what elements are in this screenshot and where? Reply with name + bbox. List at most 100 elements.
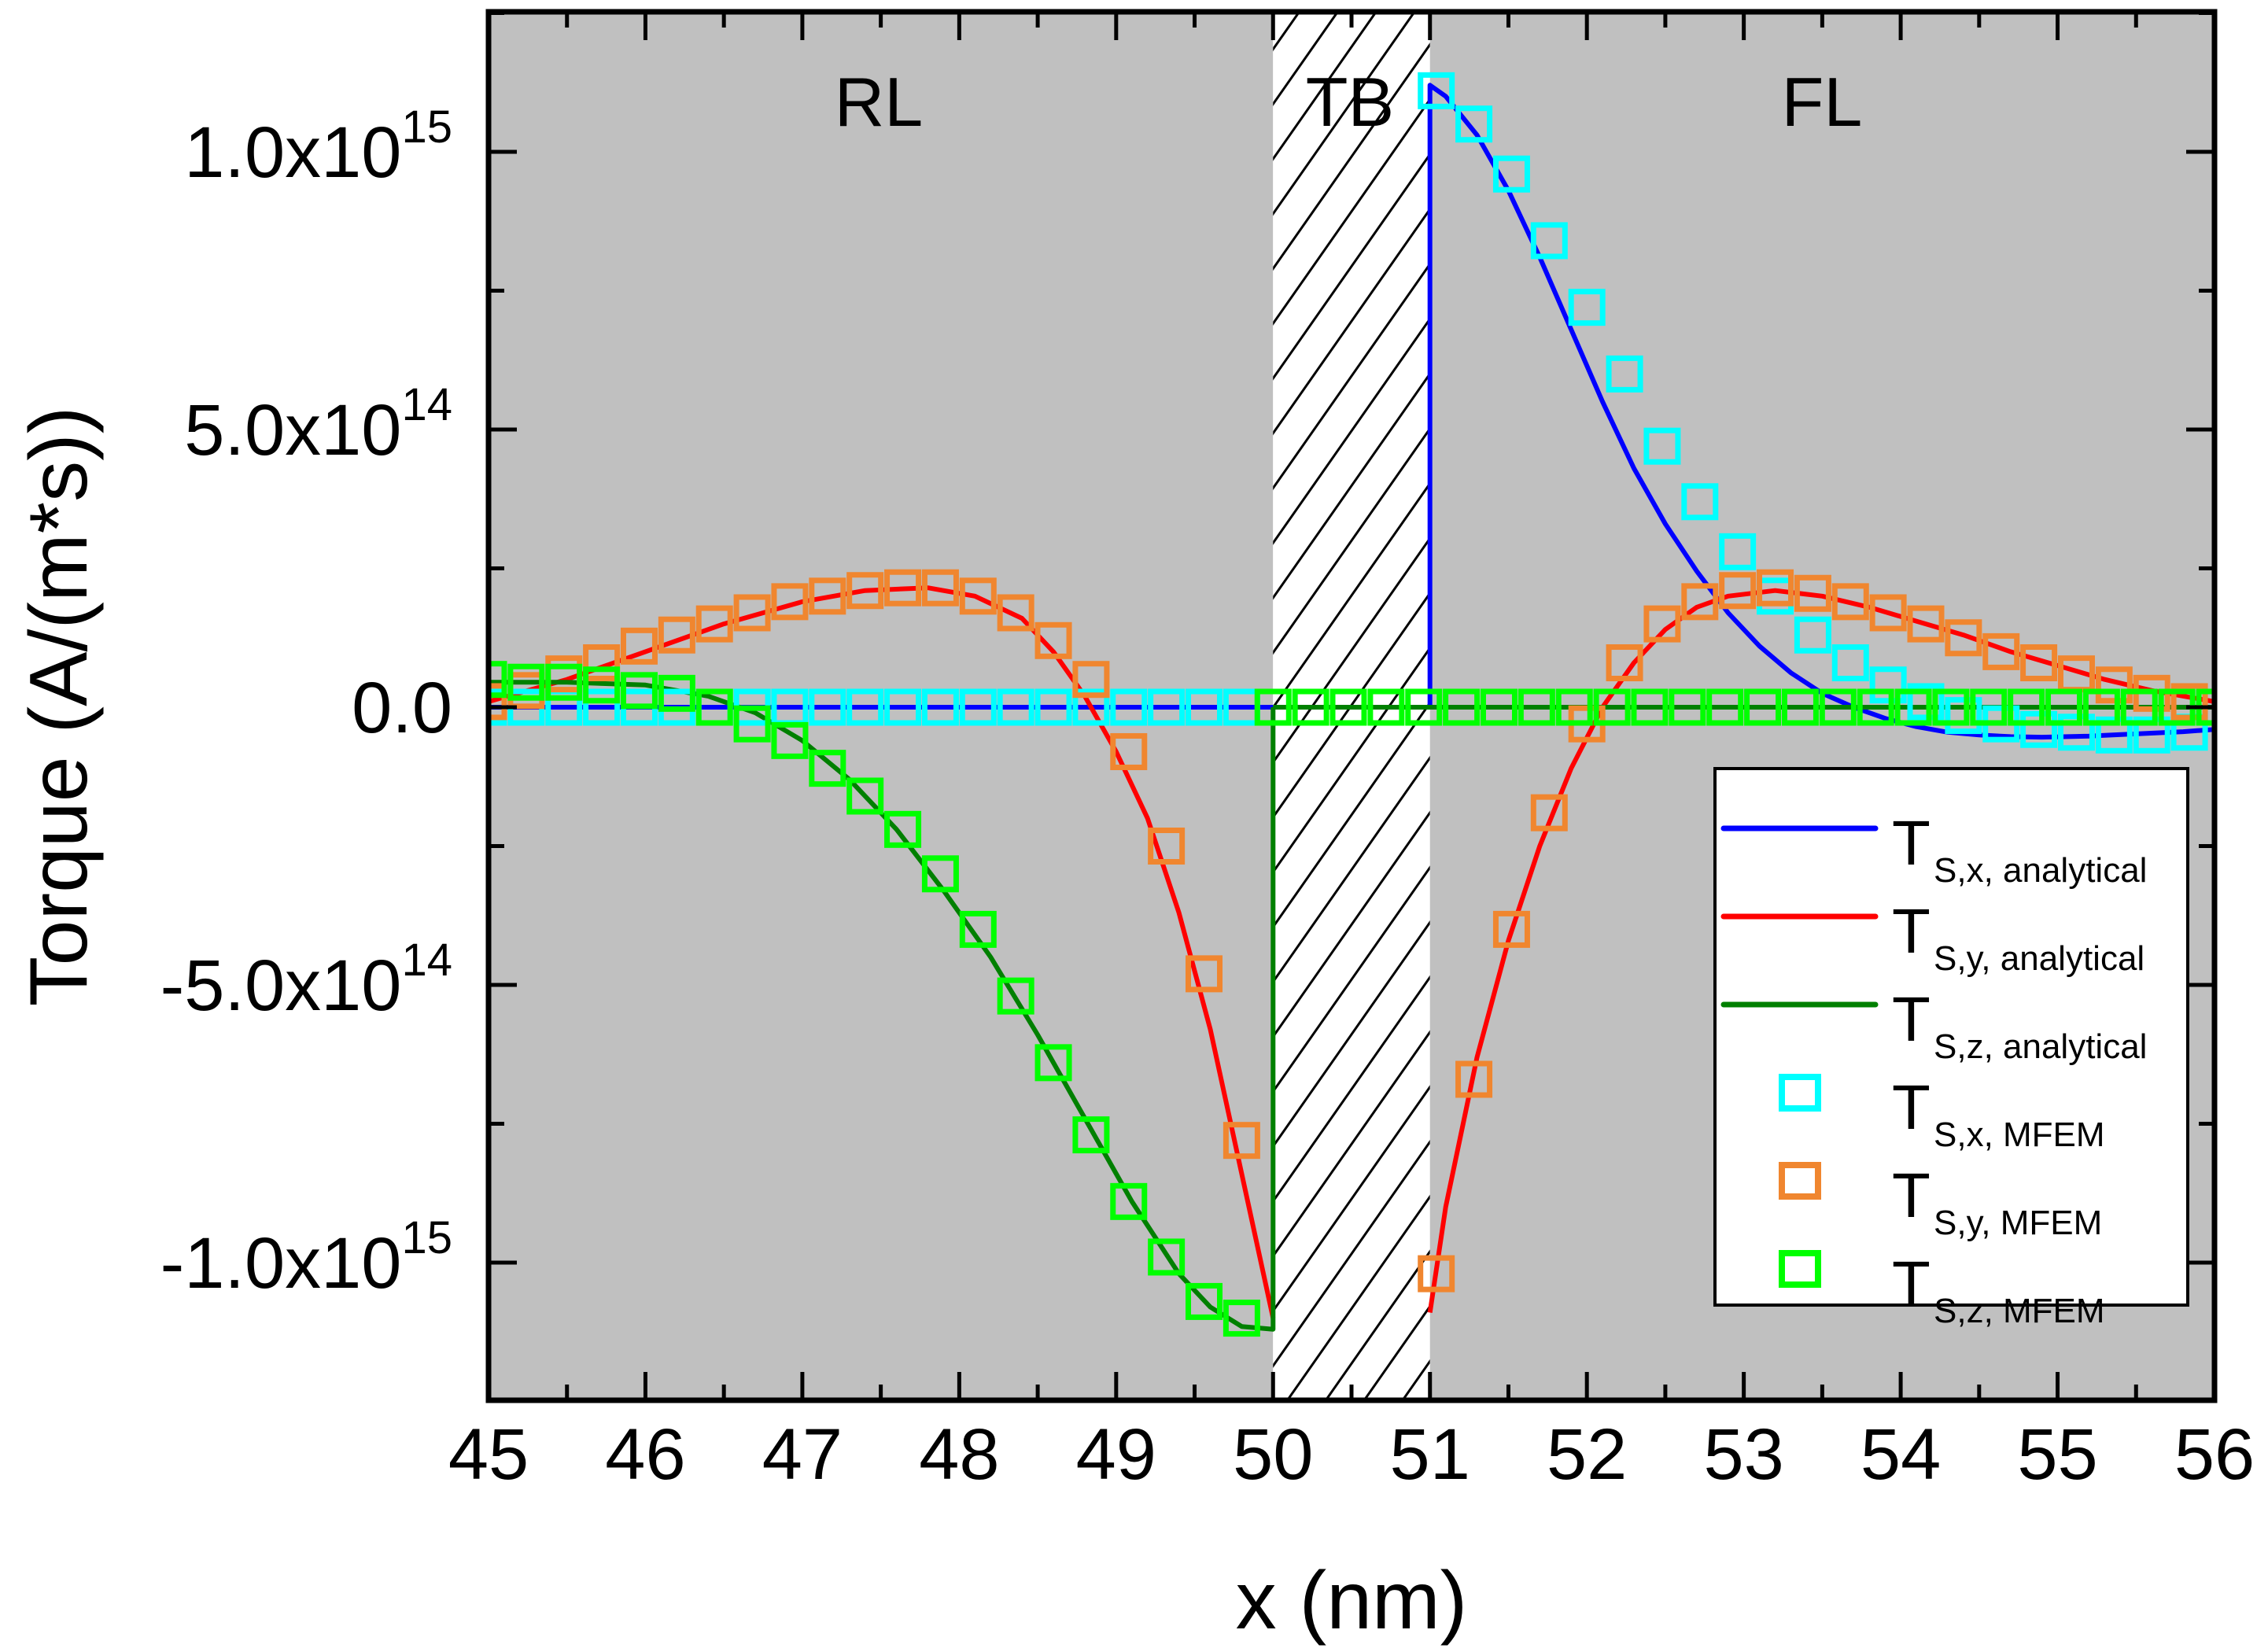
marker-x <box>1945 697 1982 735</box>
marker-x <box>921 688 959 726</box>
x-tick-label: 56 <box>2174 1414 2255 1495</box>
y-tick-label: -1.0x1015 <box>160 1212 452 1304</box>
legend-label-sub: S,x, analytical <box>1934 851 2147 890</box>
marker-z <box>1894 688 1932 726</box>
x-tick-label: 54 <box>1860 1414 1941 1495</box>
marker-y <box>809 577 846 615</box>
marker-x <box>1072 688 1110 726</box>
marker-x <box>959 688 997 726</box>
marker-z <box>1555 688 1593 726</box>
marker-y <box>1869 594 1907 632</box>
marker-z <box>1186 1282 1223 1320</box>
marker-z <box>2008 688 2045 726</box>
marker-z <box>771 721 809 759</box>
legend-label-sub: S,y, MFEM <box>1934 1204 2102 1242</box>
marker-z <box>1593 688 1631 726</box>
y-tick-label: 5.0x1014 <box>184 379 452 470</box>
marker-y <box>1643 605 1681 643</box>
x-tick-label: 52 <box>1547 1414 1627 1495</box>
marker-x <box>1907 683 1945 721</box>
marker-x <box>1418 72 1455 109</box>
marker-x <box>583 688 621 726</box>
marker-y <box>1455 1060 1493 1098</box>
legend-label-main: T <box>1892 1160 1931 1230</box>
y-tick-mantissa: -5.0x10 <box>160 946 402 1026</box>
marker-y <box>771 583 809 621</box>
marker-y <box>1794 574 1831 612</box>
y-tick-exponent: 14 <box>401 935 452 986</box>
legend-label-main: T <box>1892 1072 1931 1142</box>
region-labels: RL TB FL <box>835 63 1863 141</box>
marker-y <box>1982 632 2020 670</box>
marker-y <box>2095 666 2133 704</box>
marker-x <box>1606 355 1643 393</box>
marker-z <box>1367 688 1405 726</box>
legend-marker-swatch <box>1779 1250 1821 1288</box>
legend-label-main: T <box>1892 896 1931 966</box>
marker-y <box>959 577 997 615</box>
marker-z <box>1706 688 1744 726</box>
marker-z <box>695 688 733 726</box>
y-tick-mantissa: 0.0 <box>352 668 452 748</box>
marker-z <box>997 977 1034 1015</box>
legend-label-main: T <box>1892 808 1931 878</box>
marker-y <box>2170 683 2208 721</box>
y-tick-exponent: 15 <box>401 1212 452 1263</box>
marker-z <box>1254 688 1292 726</box>
marker-y <box>884 569 922 607</box>
marker-y <box>1186 955 1223 993</box>
marker-z <box>583 666 621 704</box>
marker-z <box>1443 688 1481 726</box>
x-tick-label: 45 <box>448 1414 529 1495</box>
marker-y <box>1606 644 1643 682</box>
marker-z <box>809 750 846 787</box>
marker-y <box>620 627 658 665</box>
marker-x <box>1492 155 1530 193</box>
marker-y <box>1148 828 1186 865</box>
legend-label-sub: S,z, MFEM <box>1934 1292 2105 1330</box>
marker-z <box>658 674 695 712</box>
marker-z <box>846 777 884 815</box>
y-tick-mantissa: -1.0x10 <box>160 1223 402 1304</box>
marker-z <box>1223 1300 1260 1337</box>
x-tick-label: 51 <box>1390 1414 1470 1495</box>
y-tick-exponent: 15 <box>401 101 452 153</box>
marker-y <box>1223 1122 1260 1160</box>
marker-x <box>997 688 1034 726</box>
x-tick-label: 53 <box>1703 1414 1783 1495</box>
marker-z <box>1857 688 1894 726</box>
marker-z <box>1819 688 1857 726</box>
marker-z <box>1744 688 1782 726</box>
marker-y <box>1418 1255 1455 1292</box>
marker-x <box>1719 533 1757 570</box>
legend-label-sub: S,y, analytical <box>1934 939 2144 978</box>
marker-z <box>959 910 997 948</box>
marker-y <box>1110 732 1148 770</box>
region-label-tb: TB <box>1306 63 1394 141</box>
marker-z <box>545 663 583 701</box>
axis-ticks <box>486 11 2217 1400</box>
marker-x <box>1681 483 1719 521</box>
marker-x <box>1034 688 1072 726</box>
marker-z <box>884 810 922 848</box>
y-tick-mantissa: 1.0x10 <box>184 112 401 193</box>
marker-z <box>1970 688 2008 726</box>
x-tick-label: 50 <box>1233 1414 1313 1495</box>
x-tick-labels: 45 46 47 48 49 50 51 52 53 54 55 56 <box>448 1414 2255 1495</box>
region-label-fl: FL <box>1782 63 1863 141</box>
marker-y <box>2020 644 2058 682</box>
x-tick-label: 46 <box>605 1414 685 1495</box>
marker-z <box>1034 1044 1072 1082</box>
marker-z <box>1405 688 1443 726</box>
marker-z <box>2045 688 2083 726</box>
marker-z <box>1932 688 1970 726</box>
marker-x <box>1530 222 1568 260</box>
y-axis-title: Torque (A/(m*s)) <box>13 407 105 1007</box>
y-tick-exponent: 14 <box>401 379 452 430</box>
series-layer <box>489 72 2215 1337</box>
marker-z <box>2120 688 2158 726</box>
marker-x <box>1110 688 1148 726</box>
marker-x <box>884 688 922 726</box>
marker-x <box>809 688 846 726</box>
